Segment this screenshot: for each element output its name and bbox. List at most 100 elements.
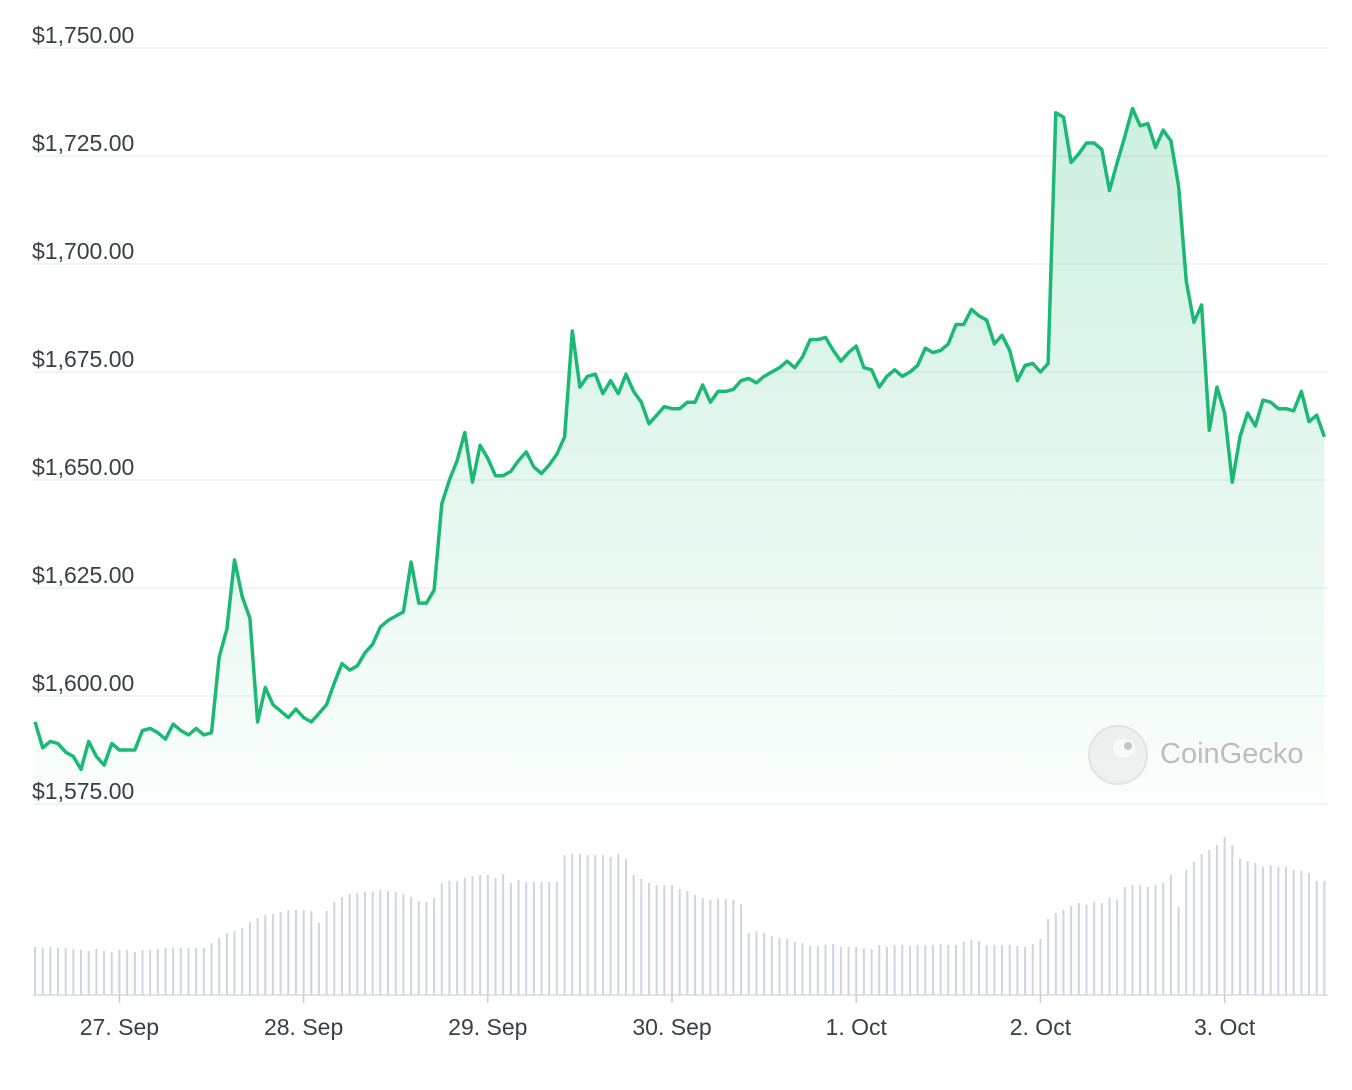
volume-bar: [1185, 870, 1188, 995]
volume-bar: [978, 941, 981, 995]
volume-bar: [118, 950, 121, 995]
volume-bar: [1246, 861, 1249, 995]
volume-bar: [133, 952, 136, 995]
volume-bar: [1062, 910, 1065, 995]
volume-bar: [732, 900, 735, 995]
volume-bar: [1008, 945, 1011, 995]
volume-bar: [1315, 881, 1318, 995]
volume-bar: [1123, 887, 1126, 995]
volume-bar: [671, 885, 674, 995]
volume-bar: [103, 951, 106, 995]
volume-bar: [724, 899, 727, 995]
volume-bar: [962, 942, 965, 995]
volume-bar: [1223, 837, 1226, 995]
price-area: [35, 108, 1325, 804]
volume-bar: [1146, 887, 1149, 995]
volume-bar: [1100, 903, 1103, 995]
volume-bar: [1215, 845, 1218, 995]
volume-bar: [1238, 859, 1241, 995]
volume-bar: [49, 947, 52, 995]
volume-bar: [525, 882, 528, 995]
volume-bar: [126, 950, 129, 995]
volume-bar: [1016, 946, 1019, 995]
volume-bar: [317, 923, 320, 995]
volume-bar: [463, 878, 466, 995]
x-tick-label: 30. Sep: [632, 1014, 711, 1040]
volume-bar: [1292, 870, 1295, 995]
volume-bar: [855, 947, 858, 995]
volume-bar: [1085, 905, 1088, 995]
volume-bar: [824, 945, 827, 995]
y-tick-label: $1,575.00: [32, 778, 134, 804]
volume-bar: [302, 910, 305, 995]
watermark: CoinGecko: [1088, 725, 1303, 785]
volume-bar: [149, 950, 152, 995]
volume-bar: [1254, 863, 1257, 995]
volume-bar: [110, 952, 113, 995]
volume-bar: [1162, 883, 1165, 995]
volume-bar: [862, 948, 865, 995]
volume-bar: [816, 946, 819, 995]
volume-bar: [578, 854, 581, 995]
volume-bar: [64, 948, 67, 995]
volume-bar: [801, 943, 804, 995]
volume-bar: [717, 899, 720, 995]
volume-bar: [901, 945, 904, 995]
x-tick-label: 3. Oct: [1194, 1014, 1256, 1040]
y-tick-label: $1,650.00: [32, 454, 134, 480]
price-line: [33, 106, 1327, 772]
volume-bar: [601, 855, 604, 995]
volume-bar: [218, 938, 221, 995]
volume-bar: [225, 933, 228, 995]
volume-bar: [586, 855, 589, 995]
volume-bar: [939, 944, 942, 995]
volume-bar: [1139, 885, 1142, 995]
volume-bar: [279, 912, 282, 995]
volume-bar: [1047, 919, 1050, 995]
volume-bar: [786, 939, 789, 995]
volume-bar: [540, 882, 543, 995]
volume-bar: [663, 885, 666, 995]
volume-bar: [371, 892, 374, 995]
x-tick-label: 1. Oct: [826, 1014, 888, 1040]
volume-bar: [1277, 867, 1280, 995]
volume-bar: [1131, 885, 1134, 995]
volume-bar: [494, 878, 497, 995]
x-tick-label: 29. Sep: [448, 1014, 527, 1040]
volume-bar: [617, 854, 620, 995]
volume-bar: [394, 892, 397, 995]
volume-bar: [187, 948, 190, 995]
volume-bar: [95, 949, 98, 995]
volume-bar: [1077, 903, 1080, 995]
volume-bar: [448, 881, 451, 995]
volume-bar: [648, 883, 650, 995]
volume-bar: [878, 945, 881, 995]
plot: [33, 47, 1328, 1003]
volume-bar: [632, 875, 635, 995]
y-tick-label: $1,750.00: [32, 22, 134, 48]
volume-bar: [72, 949, 75, 995]
volume-bar: [1262, 867, 1264, 995]
volume-bar: [747, 933, 750, 995]
volume-bar: [924, 945, 927, 995]
y-tick-label: $1,600.00: [32, 670, 134, 696]
volume-bar: [594, 855, 597, 995]
volume-bar: [348, 894, 351, 995]
volume-bar: [763, 933, 766, 995]
volume-bar: [425, 902, 428, 995]
volume-bar: [701, 898, 704, 995]
volume-bar: [893, 945, 896, 995]
volume-bar: [1177, 907, 1180, 995]
volume-bar: [885, 947, 888, 995]
volume-bar: [1024, 947, 1027, 995]
volume-bar: [1308, 873, 1311, 995]
volume-bar: [440, 883, 443, 995]
volume-bar: [793, 942, 796, 995]
volume-bar: [870, 949, 873, 995]
volume-bar: [740, 904, 743, 995]
volume-bar: [548, 882, 551, 995]
volume-bar: [310, 911, 313, 995]
volume-bar: [555, 882, 558, 995]
volume-bar: [57, 948, 60, 995]
volume-bar: [755, 931, 758, 995]
